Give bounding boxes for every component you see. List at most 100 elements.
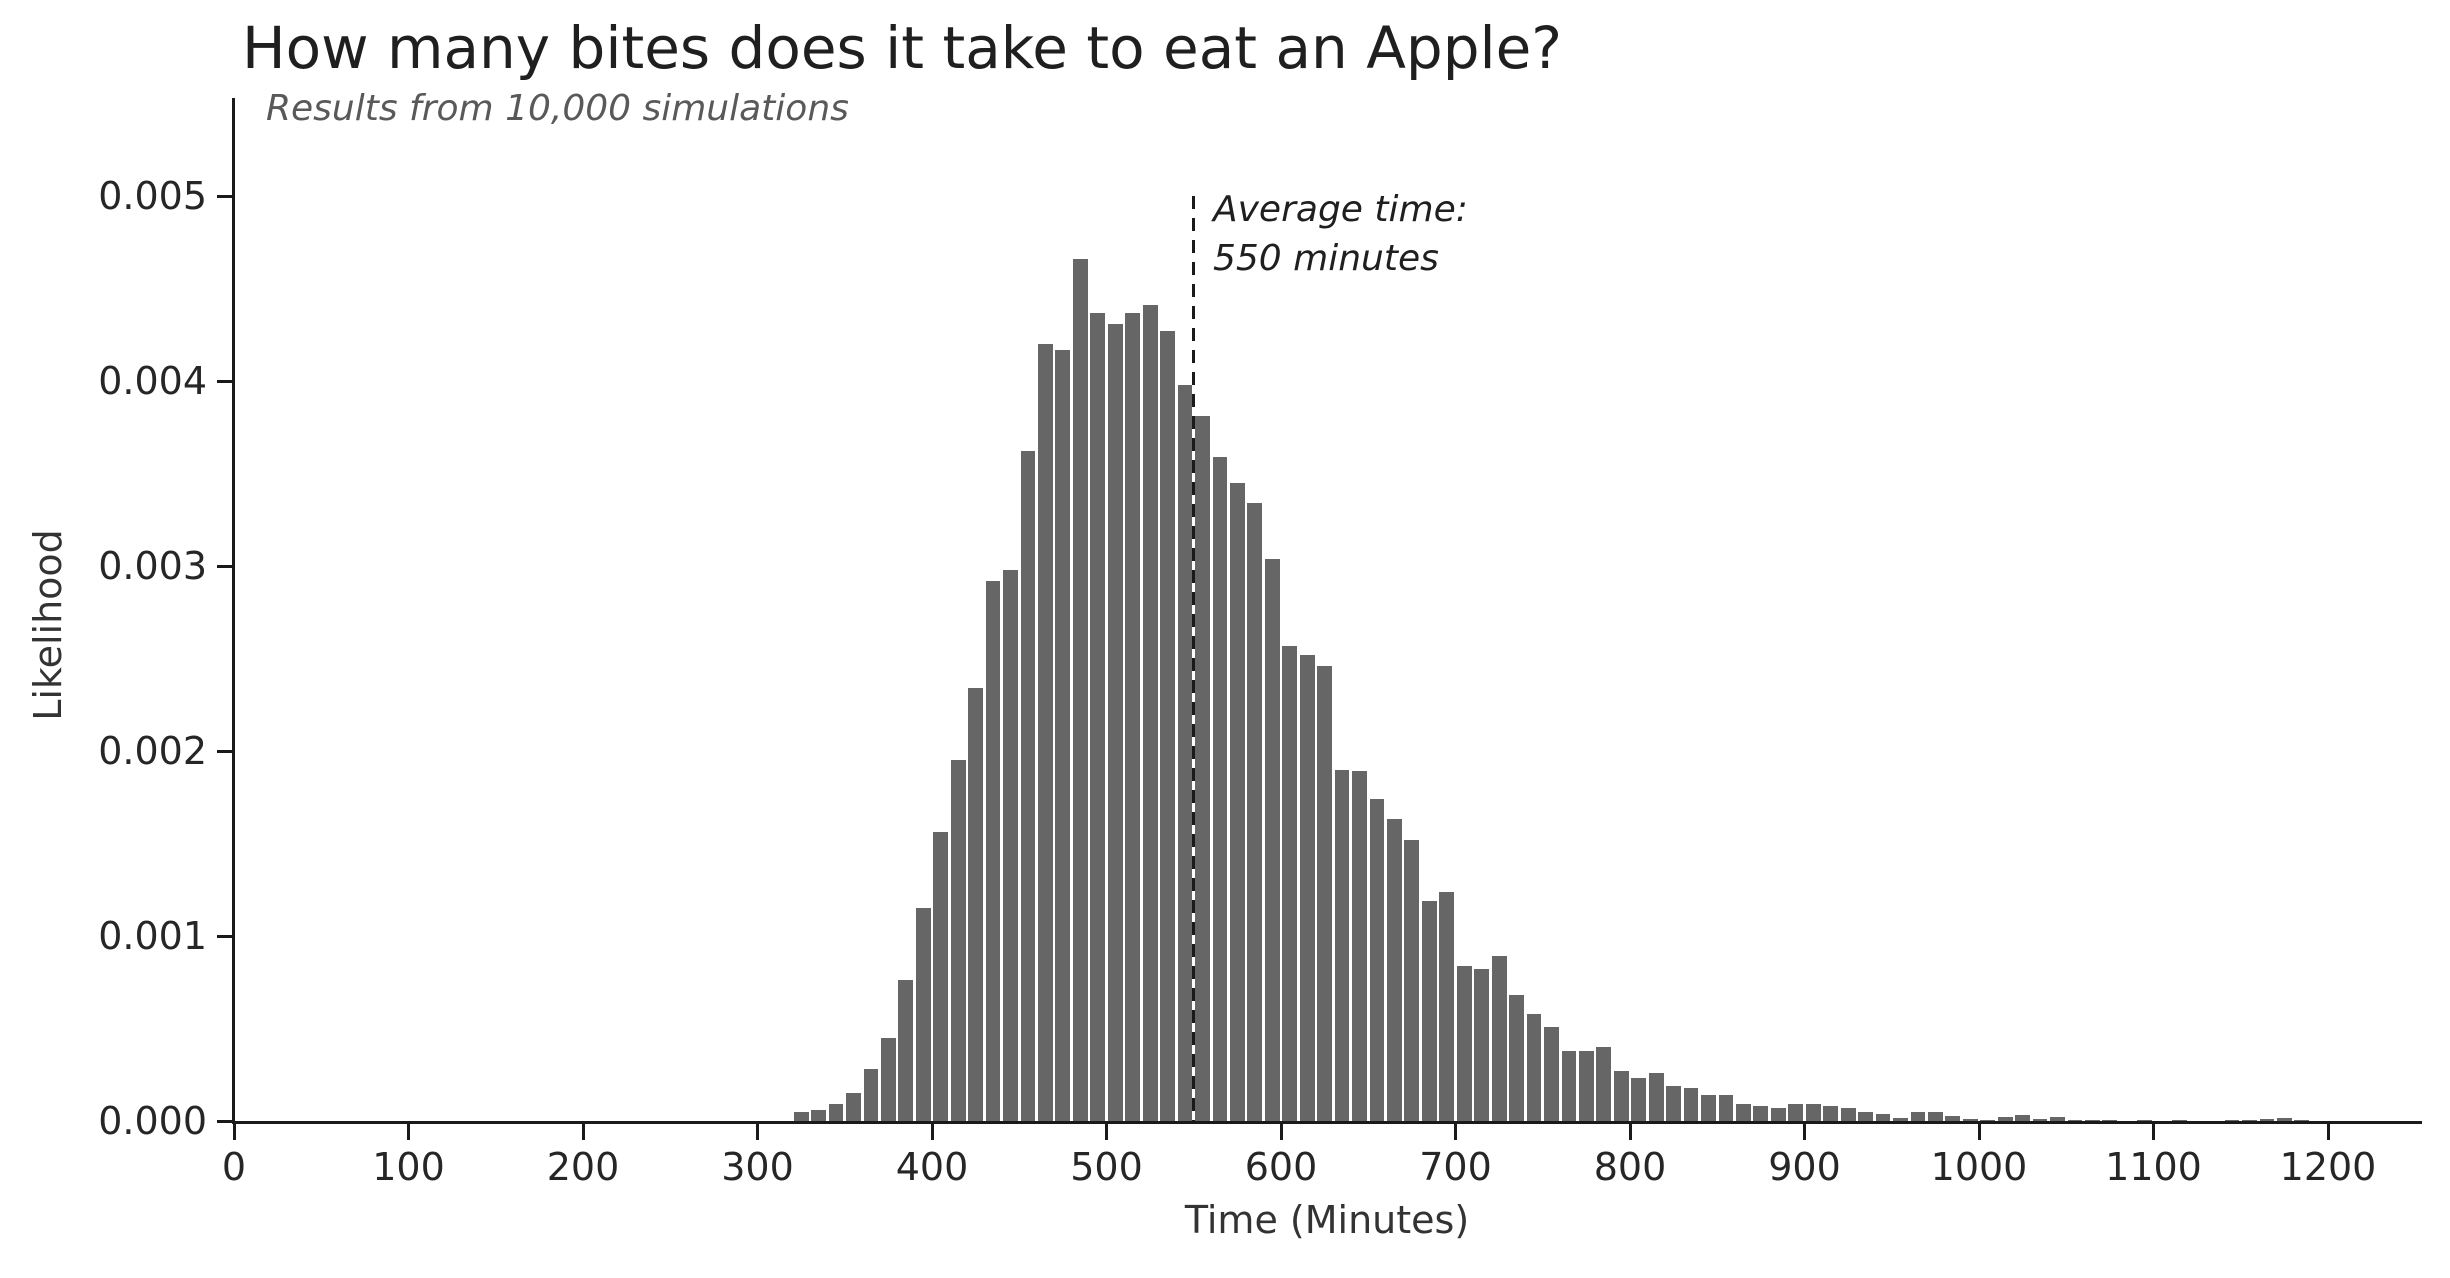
x-tick-mark — [1628, 1124, 1632, 1140]
histogram-bar — [863, 1069, 879, 1121]
x-tick-mark — [1279, 1124, 1283, 1140]
x-tick-mark — [1454, 1124, 1457, 1140]
histogram-bar — [1212, 456, 1228, 1121]
histogram-bar — [2137, 1120, 2153, 1121]
x-tick-mark — [1977, 1124, 1981, 1140]
histogram-bar — [898, 980, 914, 1121]
histogram-bar — [1474, 969, 1490, 1121]
histogram-bar — [1387, 819, 1402, 1121]
histogram-bar — [2276, 1117, 2292, 1121]
histogram-bar — [1421, 900, 1437, 1121]
histogram-bar — [1229, 482, 1245, 1121]
chart-subtitle: Results from 10,000 simulations — [266, 88, 849, 129]
histogram-bar — [1526, 1013, 1542, 1121]
histogram-bar — [1927, 1111, 1943, 1121]
histogram-bar — [1910, 1112, 1926, 1121]
y-tick-mark — [217, 194, 232, 198]
histogram-bar — [950, 760, 966, 1121]
histogram-bar — [1648, 1072, 1664, 1121]
histogram-bar — [1072, 258, 1088, 1121]
histogram-bar — [2294, 1120, 2310, 1121]
histogram-bar — [1439, 891, 1455, 1121]
x-axis-label: Time (Minutes) — [1184, 1198, 1470, 1242]
histogram-bar — [846, 1093, 861, 1121]
histogram-bar — [2085, 1120, 2100, 1121]
histogram-bar — [1369, 799, 1385, 1121]
y-tick-label: 0.004 — [98, 359, 207, 403]
y-tick-mark — [217, 379, 232, 383]
x-tick-mark — [756, 1124, 759, 1140]
histogram-bar — [2224, 1120, 2240, 1121]
histogram-bar — [1945, 1116, 1961, 1121]
histogram-bar — [2259, 1119, 2275, 1121]
histogram-bar — [1090, 312, 1106, 1121]
histogram-bar — [1003, 569, 1018, 1121]
chart-title: How many bites does it take to eat an Ap… — [242, 14, 1563, 82]
histogram-bar — [985, 580, 1001, 1121]
histogram-bar — [1125, 312, 1141, 1121]
x-tick-label: 900 — [1768, 1145, 1841, 1189]
y-tick-label: 0.002 — [98, 729, 207, 773]
histogram-bar — [1770, 1108, 1786, 1121]
histogram-bar — [915, 908, 931, 1121]
x-tick-mark — [2326, 1124, 2330, 1140]
histogram-bar — [1299, 654, 1315, 1121]
histogram-bar — [1823, 1106, 1839, 1121]
x-tick-label: 400 — [895, 1145, 969, 1189]
average-time-dashed-line — [1192, 196, 1196, 1121]
histogram-bar — [1875, 1113, 1891, 1121]
x-tick-label: 1100 — [2105, 1145, 2202, 1189]
y-axis-spine — [232, 98, 235, 1124]
x-axis-spine — [232, 1121, 2422, 1124]
y-tick-label: 0.001 — [98, 914, 207, 958]
histogram-bar — [1718, 1095, 1734, 1121]
histogram-bar — [1404, 839, 1420, 1121]
y-tick-mark — [217, 1119, 232, 1123]
x-tick-label: 1200 — [2279, 1145, 2377, 1189]
x-tick-label: 300 — [721, 1145, 794, 1189]
histogram-bar — [1247, 503, 1263, 1121]
histogram-bar — [1701, 1095, 1716, 1121]
histogram-bar — [880, 1037, 896, 1121]
histogram-bar — [2050, 1117, 2065, 1121]
histogram-bar — [1317, 665, 1333, 1121]
histogram-bar — [1456, 965, 1472, 1121]
histogram-bar — [1561, 1050, 1577, 1121]
x-tick-mark — [407, 1124, 410, 1140]
histogram-bar — [2032, 1119, 2048, 1121]
average-time-annotation: Average time: 550 minutes — [1213, 186, 1468, 283]
x-tick-label: 100 — [372, 1145, 445, 1189]
histogram-bar — [1753, 1106, 1769, 1121]
histogram-bar — [1195, 416, 1210, 1121]
x-tick-label: 0 — [221, 1145, 247, 1189]
histogram-bar — [1509, 995, 1524, 1121]
x-tick-label: 800 — [1593, 1145, 1667, 1189]
histogram-bar — [2172, 1120, 2188, 1121]
y-tick-mark — [217, 934, 232, 938]
histogram-bar — [2242, 1119, 2257, 1121]
y-tick-mark — [217, 564, 232, 568]
histogram-bar — [1997, 1116, 2013, 1121]
histogram-bar — [1893, 1118, 1908, 1121]
histogram-bar — [828, 1104, 844, 1121]
histogram-bar — [1055, 349, 1071, 1121]
histogram-bar — [1160, 331, 1175, 1121]
histogram-bar — [968, 688, 984, 1121]
x-tick-label: 200 — [546, 1145, 620, 1189]
histogram-bar — [1788, 1104, 1804, 1121]
histogram-bar — [1805, 1104, 1821, 1121]
histogram-bar — [1264, 558, 1280, 1121]
histogram-bar — [1544, 1026, 1559, 1121]
histogram-bar — [1107, 323, 1123, 1121]
histogram-bar — [1980, 1119, 1996, 1121]
x-tick-label: 500 — [1070, 1145, 1143, 1189]
annotation-line-1: Average time: — [1213, 189, 1468, 230]
histogram-bar — [2015, 1114, 2031, 1121]
annotation-line-2: 550 minutes — [1213, 237, 1439, 279]
x-tick-mark — [232, 1124, 236, 1140]
x-tick-mark — [1105, 1124, 1108, 1140]
histogram-bar — [1840, 1108, 1856, 1121]
histogram-bar — [811, 1109, 826, 1121]
y-tick-label: 0.005 — [98, 174, 207, 218]
histogram-bar — [1736, 1104, 1751, 1121]
